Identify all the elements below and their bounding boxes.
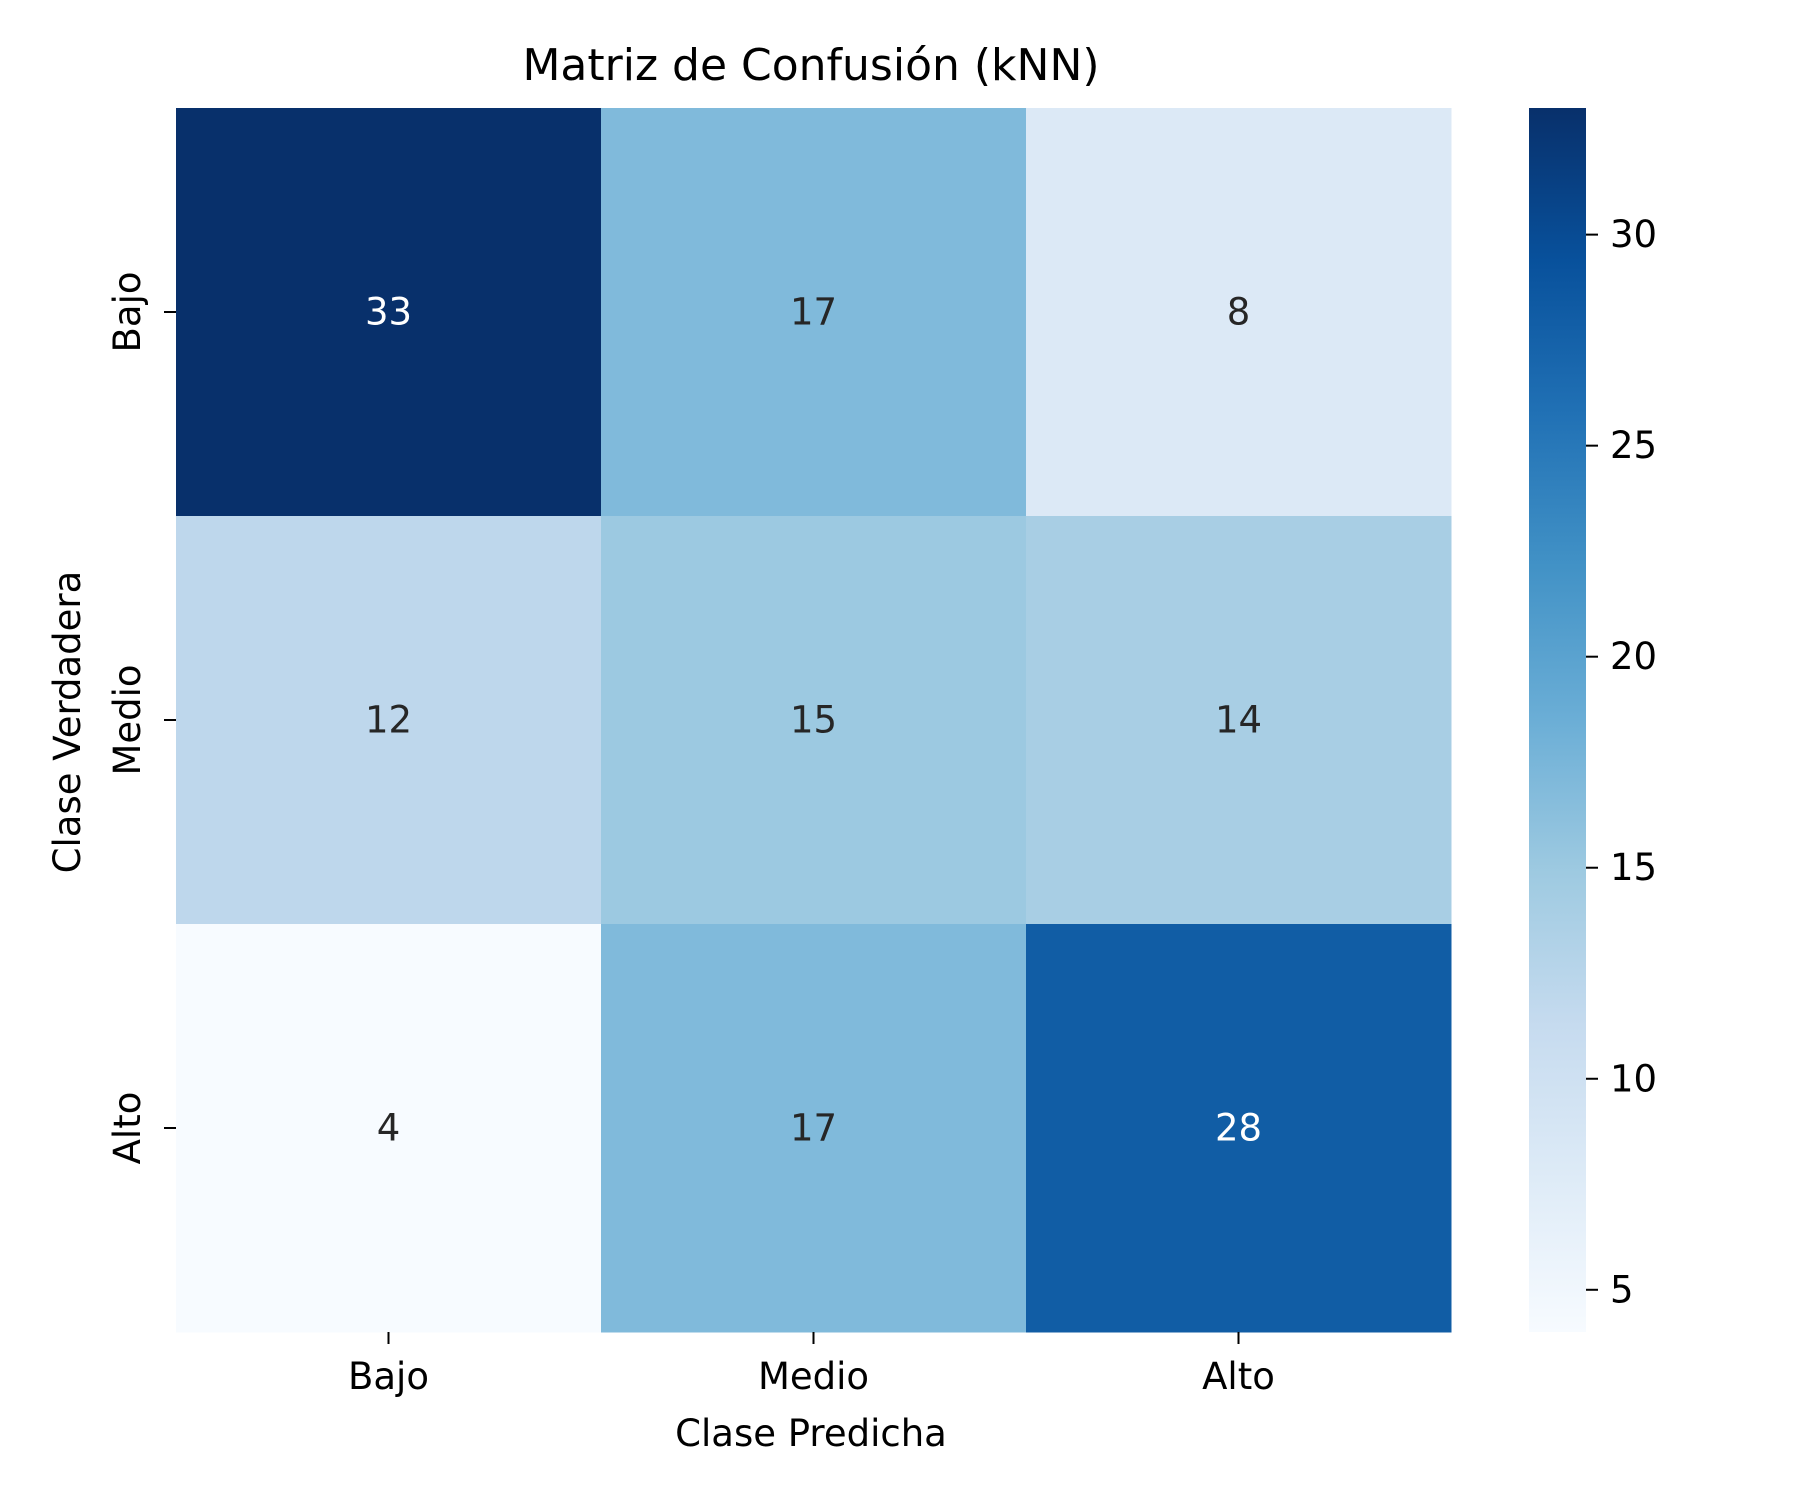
heatmap-cell [601, 108, 1027, 517]
y-axis: Bajo Medio Alto [106, 272, 176, 1165]
colorbar: 5 10 15 20 25 30 [1529, 108, 1657, 1332]
colorbar-gradient [1529, 108, 1586, 1332]
colorbar-tick-label: 20 [1610, 635, 1657, 678]
heatmap-cell [1026, 516, 1452, 925]
cell-value-label: 17 [790, 291, 837, 334]
heatmap-cell [1026, 108, 1452, 517]
y-tick-label: Medio [106, 664, 149, 775]
cell-value-label: 15 [790, 699, 837, 742]
heatmap-cell [601, 924, 1027, 1333]
colorbar-tick-label: 30 [1610, 213, 1657, 256]
heatmap-cell [176, 924, 602, 1333]
x-tick-label: Medio [758, 1355, 869, 1398]
heatmap-cell [176, 108, 602, 517]
heatmap-cell [176, 516, 602, 925]
x-axis: Bajo Medio Alto [348, 1332, 1275, 1398]
x-tick-label: Bajo [348, 1355, 429, 1398]
cell-value-label: 4 [377, 1107, 401, 1150]
x-axis-label: Clase Predicha [675, 1412, 947, 1455]
cell-value-label: 33 [365, 291, 412, 334]
cell-value-label: 12 [365, 699, 412, 742]
x-tick-label: Alto [1202, 1355, 1275, 1398]
y-tick-label: Bajo [106, 272, 149, 353]
cell-value-label: 8 [1227, 291, 1251, 334]
y-axis-label: Clase Verdadera [46, 571, 89, 874]
heatmap-cell [601, 516, 1027, 925]
cell-value-label: 28 [1215, 1107, 1262, 1150]
heatmap-cells [176, 108, 1452, 1333]
heatmap-cell [1026, 924, 1452, 1333]
colorbar-tick-label: 5 [1610, 1268, 1634, 1311]
heatmap-annotations: 33 17 8 12 15 14 4 17 28 [365, 291, 1262, 1150]
cell-value-label: 17 [790, 1107, 837, 1150]
cell-value-label: 14 [1215, 699, 1262, 742]
colorbar-tick-label: 10 [1610, 1057, 1657, 1100]
colorbar-tick-label: 15 [1610, 846, 1657, 889]
y-tick-label: Alto [106, 1092, 149, 1165]
chart-title: Matriz de Confusión (kNN) [522, 40, 1099, 91]
colorbar-tick-label: 25 [1610, 424, 1657, 467]
